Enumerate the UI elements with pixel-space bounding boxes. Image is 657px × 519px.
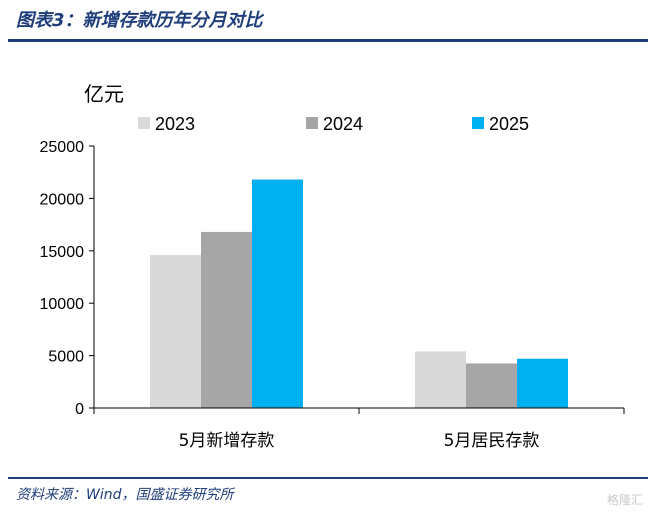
bar-2024-1 [201,231,252,408]
bar-2025-2 [517,358,568,408]
y-tick-label: 10000 [40,296,85,313]
y-tick-label: 0 [75,401,84,418]
legend: 2023 2024 2025 [138,114,529,134]
legend-label: 2023 [155,114,195,134]
bar-2025-1 [252,179,303,408]
category-label: 5月新增存款 [179,431,275,451]
watermark: 格隆汇 [606,493,643,507]
y-tick-label: 25000 [40,139,85,156]
source-note: 资料来源：Wind，国盛证券研究所 [16,487,234,503]
x-axis: 5月新增存款 5月居民存款 [93,407,625,451]
source-rule [8,477,648,479]
y-tick-label: 5000 [48,349,84,366]
bars [150,179,568,408]
legend-label: 2024 [323,114,363,134]
legend-label: 2025 [489,114,529,134]
figure-title: 图表3：新增存款历年分月对比 [16,10,263,31]
unit-label: 亿元 [84,82,124,106]
legend-swatch [138,117,150,129]
bar-2023-2 [415,351,466,408]
legend-swatch [472,117,484,129]
legend-swatch [306,117,318,129]
category-label: 5月居民存款 [444,431,540,451]
title-rule [8,39,648,42]
y-tick-label: 20000 [40,191,85,208]
y-tick-label: 15000 [40,244,85,261]
bar-2024-2 [466,363,517,408]
y-axis: 0 5000 10000 15000 20000 25000 [40,139,95,418]
bar-2023-1 [150,254,201,408]
